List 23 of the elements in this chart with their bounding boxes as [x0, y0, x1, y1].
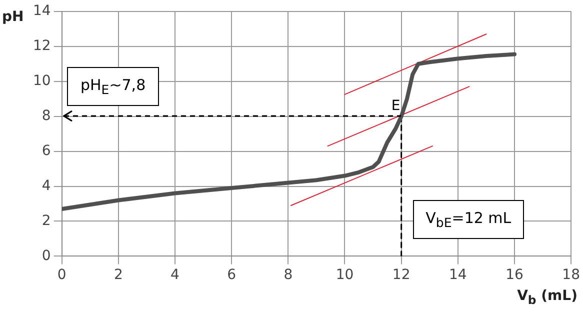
x-tick-label: 16 [506, 267, 524, 284]
x-tick-label: 14 [449, 267, 467, 284]
x-tick-label: 12 [392, 267, 410, 284]
y-tick-label: 10 [32, 72, 51, 89]
y-tick-label: 0 [42, 248, 51, 264]
x-tick-label: 10 [336, 267, 354, 284]
annotation: pH$_{E}$~7,8 [67, 67, 159, 106]
x-tick-label: 4 [170, 267, 180, 284]
annotation: V$_{bE}$=12 mL [412, 200, 524, 240]
x-tick-label: 8 [284, 267, 293, 284]
x-tick-label: 2 [114, 267, 123, 284]
y-tick-label: 8 [42, 108, 51, 124]
y-tick-label: 14 [32, 3, 51, 20]
y-tick-label: 2 [42, 212, 51, 229]
y-tick-label: 12 [32, 38, 51, 54]
x-axis-title: V$_{b}$ (mL) [517, 288, 578, 307]
annotation: E [391, 98, 400, 114]
x-tick-label: 18 [562, 267, 580, 284]
x-tick-label: 0 [57, 267, 66, 284]
y-tick-label: 4 [42, 178, 51, 194]
y-axis-title: pH [2, 9, 24, 26]
y-tick-label: 6 [42, 142, 51, 159]
x-tick-label: 6 [227, 267, 236, 284]
